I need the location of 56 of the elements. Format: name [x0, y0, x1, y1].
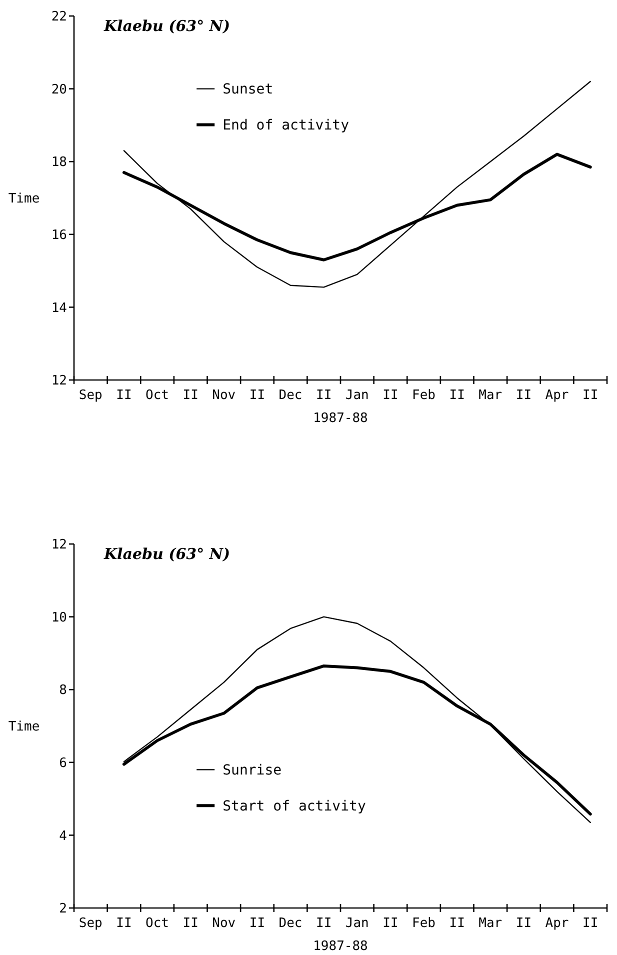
x-tick-label: Nov: [212, 916, 236, 931]
legend-label: End of activity: [222, 118, 350, 134]
legend-label: Sunset: [222, 82, 274, 98]
x-tick-label: II: [116, 916, 132, 931]
x-tick-label: Nov: [212, 388, 236, 403]
x-tick-label: II: [182, 388, 198, 403]
x-axis-title: 1987-88: [313, 411, 368, 426]
x-tick-label: Apr: [545, 388, 569, 403]
chart-title: Klaebu (63° N): [103, 17, 230, 35]
x-tick-label: II: [516, 388, 532, 403]
x-tick-label: II: [382, 916, 398, 931]
x-tick-label: Mar: [478, 916, 502, 931]
x-tick-label: Sep: [78, 916, 103, 931]
x-tick-label: Feb: [412, 388, 436, 403]
y-tick-label: 12: [51, 374, 67, 389]
y-axis-title: Time: [8, 192, 40, 207]
x-tick-label: Jan: [345, 916, 369, 931]
y-tick-label: 20: [51, 82, 67, 98]
x-tick-label: II: [249, 916, 266, 931]
y-tick-label: 22: [51, 10, 67, 25]
x-tick-label: II: [316, 388, 332, 403]
chart-title: Klaebu (63° N): [103, 545, 230, 563]
x-tick-label: II: [116, 388, 132, 403]
line-series: [123, 80, 591, 288]
y-tick-label: 12: [51, 538, 67, 553]
x-axis-title: 1987-88: [313, 939, 368, 954]
y-tick-label: 2: [59, 902, 67, 917]
x-tick-label: Dec: [278, 916, 302, 931]
x-tick-label: Oct: [146, 916, 170, 931]
x-tick-label: Oct: [146, 388, 170, 403]
y-tick-label: 18: [51, 155, 67, 170]
x-tick-label: Apr: [545, 916, 569, 931]
legend-label: Start of activity: [222, 798, 366, 815]
x-tick-label: Mar: [478, 388, 502, 403]
y-tick-label: 14: [51, 300, 68, 316]
x-tick-label: Dec: [278, 388, 302, 403]
y-tick-label: 10: [51, 610, 67, 626]
y-tick-label: 6: [59, 756, 67, 771]
y-tick-label: 8: [59, 683, 67, 698]
x-tick-label: Jan: [345, 388, 369, 403]
x-tick-label: II: [582, 916, 598, 931]
x-tick-label: II: [449, 916, 465, 931]
x-tick-label: II: [516, 916, 532, 931]
x-tick-label: II: [182, 916, 198, 931]
x-tick-label: II: [316, 916, 332, 931]
y-tick-label: 4: [59, 828, 68, 844]
y-axis-title: Time: [8, 720, 40, 735]
y-tick-label: 16: [51, 228, 67, 243]
x-tick-label: II: [249, 388, 266, 403]
x-tick-label: Sep: [78, 388, 103, 403]
legend-label: Sunrise: [222, 762, 282, 779]
x-tick-label: II: [582, 388, 598, 403]
line-series: [123, 616, 591, 824]
x-tick-label: Feb: [412, 916, 436, 931]
x-tick-label: II: [449, 388, 465, 403]
x-tick-label: II: [382, 388, 398, 403]
